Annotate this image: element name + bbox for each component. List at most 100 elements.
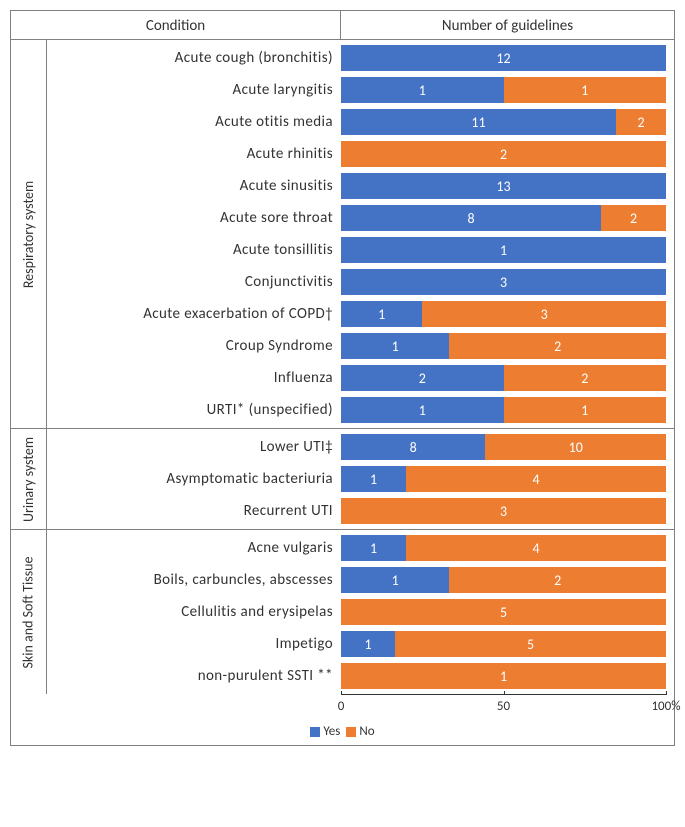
bar-segment-yes: 1 xyxy=(341,301,422,327)
axis-label: 50 xyxy=(497,699,510,714)
bar-segment-yes: 1 xyxy=(341,397,504,423)
section-label-cell: Skin and Soft Tissue xyxy=(11,530,47,694)
stacked-bar: 22 xyxy=(341,365,666,391)
section-label: Urinary system xyxy=(20,436,37,521)
bar-area: 3 xyxy=(341,498,674,524)
bar-segment-no: 3 xyxy=(341,498,666,524)
bar-segment-no: 1 xyxy=(504,397,667,423)
section-body: Acne vulgaris14Boils, carbuncles, absces… xyxy=(47,530,674,694)
header-guidelines: Number of guidelines xyxy=(341,11,674,39)
bar-area: 15 xyxy=(341,631,674,657)
bar-segment-no: 2 xyxy=(341,141,666,167)
stacked-bar: 11 xyxy=(341,77,666,103)
stacked-bar: 13 xyxy=(341,301,666,327)
row-label: Acute cough (bronchitis) xyxy=(47,49,341,67)
axis-tick xyxy=(341,691,342,695)
row-label: Asymptomatic bacteriuria xyxy=(47,470,341,488)
section-body: Lower UTI‡810Asymptomatic bacteriuria14R… xyxy=(47,429,674,529)
row-label: Acute laryngitis xyxy=(47,81,341,99)
header-condition: Condition xyxy=(11,11,341,39)
row-label: Boils, carbuncles, abscesses xyxy=(47,571,341,589)
bar-area: 5 xyxy=(341,599,674,625)
section-body: Acute cough (bronchitis)12Acute laryngit… xyxy=(47,40,674,428)
bar-area: 14 xyxy=(341,535,674,561)
row-label: Acute tonsillitis xyxy=(47,241,341,259)
row-label: Cellulitis and erysipelas xyxy=(47,603,341,621)
axis-tick xyxy=(504,691,505,695)
bar-area: 11 xyxy=(341,77,674,103)
stacked-bar: 82 xyxy=(341,205,666,231)
bar-area: 13 xyxy=(341,301,674,327)
bar-segment-no: 4 xyxy=(406,535,666,561)
stacked-bar: 11 xyxy=(341,397,666,423)
stacked-bar: 810 xyxy=(341,434,666,460)
stacked-bar: 1 xyxy=(341,237,666,263)
bar-area: 22 xyxy=(341,365,674,391)
axis-label: 100% xyxy=(651,699,680,714)
bar-segment-yes: 3 xyxy=(341,269,666,295)
row-label: URTI* (unspecified) xyxy=(47,401,341,419)
bar-segment-no: 4 xyxy=(406,466,666,492)
row-label: Acute sore throat xyxy=(47,209,341,227)
section: Respiratory systemAcute cough (bronchiti… xyxy=(11,40,674,429)
axis-label: 0 xyxy=(338,699,345,714)
stacked-bar: 5 xyxy=(341,599,666,625)
table-row: Asymptomatic bacteriuria14 xyxy=(47,463,674,495)
bar-area: 112 xyxy=(341,109,674,135)
x-axis-area: 050100% xyxy=(11,694,674,720)
bar-segment-yes: 11 xyxy=(341,109,616,135)
row-label: non-purulent SSTI ** xyxy=(47,667,341,685)
table-row: URTI* (unspecified)11 xyxy=(47,394,674,426)
stacked-bar: 3 xyxy=(341,269,666,295)
stacked-bar: 12 xyxy=(341,567,666,593)
bar-area: 12 xyxy=(341,567,674,593)
bar-segment-no: 2 xyxy=(616,109,666,135)
axis-tick xyxy=(666,691,667,695)
row-label: Influenza xyxy=(47,369,341,387)
legend-label-no: No xyxy=(359,724,374,739)
section: Skin and Soft TissueAcne vulgaris14Boils… xyxy=(11,530,674,694)
row-label: Impetigo xyxy=(47,635,341,653)
bar-segment-yes: 1 xyxy=(341,631,395,657)
row-label: Croup Syndrome xyxy=(47,337,341,355)
table-row: Croup Syndrome12 xyxy=(47,330,674,362)
legend-item-yes: Yes xyxy=(310,724,340,739)
x-axis: 050100% xyxy=(341,694,666,720)
stacked-bar: 12 xyxy=(341,45,666,71)
bar-segment-yes: 8 xyxy=(341,434,485,460)
swatch-no xyxy=(346,727,356,737)
bar-segment-no: 5 xyxy=(341,599,666,625)
bar-area: 12 xyxy=(341,45,674,71)
stacked-bar: 14 xyxy=(341,466,666,492)
stacked-bar: 14 xyxy=(341,535,666,561)
table-row: Acute tonsillitis1 xyxy=(47,234,674,266)
bar-segment-no: 5 xyxy=(395,631,666,657)
stacked-bar: 12 xyxy=(341,333,666,359)
bar-area: 13 xyxy=(341,173,674,199)
legend-label-yes: Yes xyxy=(323,724,340,739)
bar-segment-no: 2 xyxy=(601,205,666,231)
table-row: Influenza22 xyxy=(47,362,674,394)
section-label-cell: Urinary system xyxy=(11,429,47,529)
table-row: Acute exacerbation of COPD†13 xyxy=(47,298,674,330)
swatch-yes xyxy=(310,727,320,737)
bar-area: 3 xyxy=(341,269,674,295)
bar-segment-no: 2 xyxy=(449,567,666,593)
bar-area: 11 xyxy=(341,397,674,423)
bar-segment-no: 3 xyxy=(422,301,666,327)
bar-segment-no: 1 xyxy=(341,663,666,689)
legend: Yes No xyxy=(11,720,674,745)
table-row: Boils, carbuncles, abscesses12 xyxy=(47,564,674,596)
header-row: Condition Number of guidelines xyxy=(11,11,674,40)
table-row: Acute rhinitis2 xyxy=(47,138,674,170)
table-row: Impetigo15 xyxy=(47,628,674,660)
bar-segment-no: 10 xyxy=(485,434,666,460)
legend-item-no: No xyxy=(346,724,374,739)
bar-area: 2 xyxy=(341,141,674,167)
bar-area: 82 xyxy=(341,205,674,231)
table-row: Acne vulgaris14 xyxy=(47,532,674,564)
bar-segment-yes: 2 xyxy=(341,365,504,391)
table-row: Acute sinusitis13 xyxy=(47,170,674,202)
bar-segment-yes: 1 xyxy=(341,77,504,103)
bar-area: 12 xyxy=(341,333,674,359)
